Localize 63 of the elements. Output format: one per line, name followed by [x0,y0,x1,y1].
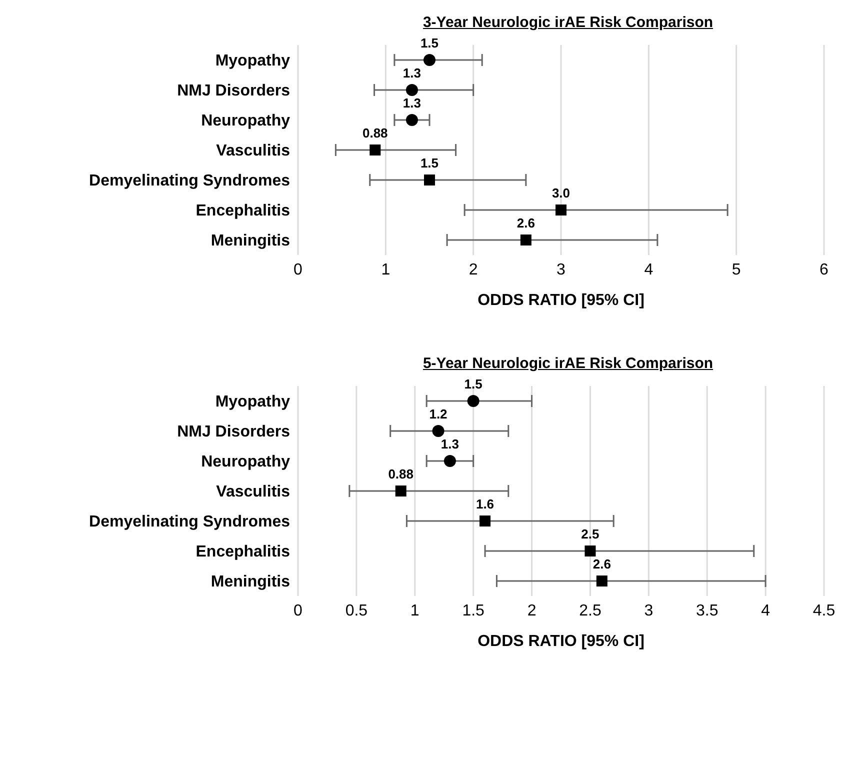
point [432,425,444,437]
point [480,516,491,526]
data-label: 1.3 [402,65,422,80]
x-tick-label: 4 [761,602,770,620]
y-tick-label: Vasculitis [216,484,290,501]
point [424,54,436,66]
y-tick-label: Myopathy [215,394,290,411]
x-axis-title: ODDS RATIO [95% CI] [478,292,644,309]
data-label: 2.5 [581,526,600,542]
point [467,395,480,407]
x-tick-label: 2.5 [579,602,602,620]
point [395,486,406,496]
point [370,144,381,156]
x-tick-label: 1.5 [462,602,485,620]
y-tick-label: NMJ Disorders [177,82,290,100]
y-tick-label: Meningitis [210,574,290,591]
data-label: 0.88 [362,125,388,140]
x-tick-label: 3 [556,261,566,278]
x-tick-label: 2 [468,261,478,278]
x-tick-label: 0.5 [345,602,368,620]
data-label: 2.6 [516,215,535,230]
point [556,204,566,216]
data-label: 0.88 [388,466,414,482]
y-tick-label: Meningitis [210,232,290,250]
point [444,455,456,467]
x-tick-label: 3.5 [696,602,718,620]
y-tick-label: NMJ Disorders [177,424,290,441]
x-tick-label: 1 [381,261,390,278]
chart-title: 5-Year Neurologic irAE Risk Comparison [422,355,714,372]
x-tick-label: 0 [294,602,303,620]
point [584,546,596,556]
data-label: 1.3 [402,95,422,110]
data-label: 1.6 [476,496,494,512]
point [596,576,608,586]
y-tick-label: Neuropathy [201,454,290,471]
y-tick-label: Vasculitis [216,142,290,160]
y-tick-label: Myopathy [215,52,290,70]
x-axis-title: ODDS RATIO [95% CI] [478,633,644,650]
chart-title: 3-Year Neurologic irAE Risk Comparison [422,14,714,31]
point [424,174,435,186]
x-tick-label: 1 [410,602,420,620]
x-tick-label: 4.5 [812,602,836,620]
y-tick-label: Neuropathy [201,112,290,130]
data-label: 3.0 [552,185,570,200]
x-tick-label: 5 [732,261,741,278]
x-tick-label: 4 [644,261,654,278]
data-label: 1.2 [429,406,448,422]
data-label: 1.5 [420,35,439,50]
point [406,114,418,126]
data-label: 2.6 [592,556,611,572]
y-tick-label: Encephalitis [196,202,290,220]
data-label: 1.3 [440,436,459,452]
y-tick-label: Encephalitis [196,544,290,561]
x-tick-label: 0 [294,261,303,278]
y-tick-label: Demyelinating Syndromes [89,172,290,190]
y-tick-label: Demyelinating Syndromes [89,514,290,531]
x-tick-label: 3 [644,602,654,620]
point [406,84,418,96]
data-label: 1.5 [420,155,439,170]
data-label: 1.5 [464,376,482,392]
point [520,234,532,246]
x-tick-label: 6 [820,261,829,278]
x-tick-label: 2 [527,602,536,620]
